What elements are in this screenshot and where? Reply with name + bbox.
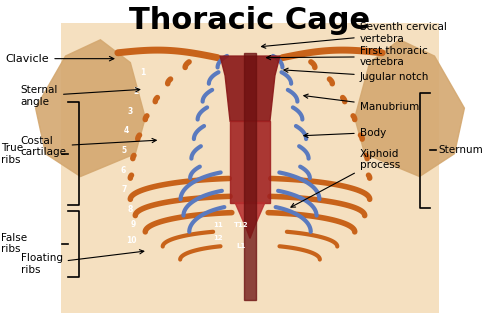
Polygon shape <box>244 53 256 300</box>
Text: Xiphoid
process: Xiphoid process <box>291 149 400 207</box>
Bar <box>60 24 440 313</box>
Text: 1: 1 <box>140 68 145 77</box>
Text: T12: T12 <box>234 222 248 228</box>
Text: Costal
cartilage: Costal cartilage <box>20 136 156 157</box>
Text: 10: 10 <box>126 236 136 246</box>
Text: 11: 11 <box>212 222 222 228</box>
Text: 4: 4 <box>124 127 129 135</box>
Text: True
ribs: True ribs <box>0 143 23 164</box>
Polygon shape <box>354 40 465 177</box>
Text: Jugular notch: Jugular notch <box>284 68 429 82</box>
Text: Seventh cervical
vertebra: Seventh cervical vertebra <box>262 23 446 48</box>
Text: Manubrium: Manubrium <box>304 94 419 112</box>
Text: 3: 3 <box>128 107 133 116</box>
Text: Body: Body <box>304 128 386 138</box>
Text: 8: 8 <box>128 205 133 214</box>
Text: False
ribs: False ribs <box>0 233 27 254</box>
Text: First thoracic
vertebra: First thoracic vertebra <box>266 46 428 67</box>
Text: 12: 12 <box>213 235 222 241</box>
Text: 9: 9 <box>130 220 136 229</box>
Text: Clavicle: Clavicle <box>6 54 114 64</box>
Polygon shape <box>36 40 146 177</box>
Text: Sternal
angle: Sternal angle <box>20 85 140 107</box>
Polygon shape <box>220 56 280 121</box>
Text: 2: 2 <box>134 87 139 96</box>
Polygon shape <box>230 121 270 202</box>
Text: 6: 6 <box>120 165 126 175</box>
Text: Floating
ribs: Floating ribs <box>20 250 144 275</box>
Text: Sternum: Sternum <box>438 146 483 155</box>
Text: L1: L1 <box>236 243 246 249</box>
Text: 5: 5 <box>122 146 127 155</box>
Text: Thoracic Cage: Thoracic Cage <box>130 6 370 35</box>
Text: 7: 7 <box>122 185 127 194</box>
Polygon shape <box>235 202 265 238</box>
